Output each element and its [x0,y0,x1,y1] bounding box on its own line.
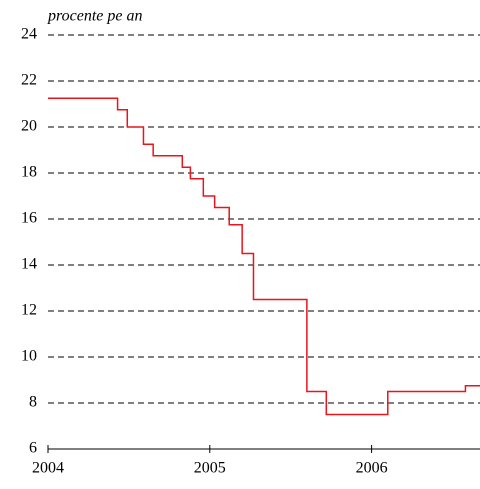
y-tick-label: 12 [21,302,37,319]
y-axis-label: procente pe an [47,8,142,25]
y-tick-label: 8 [29,394,37,411]
y-tick-label: 14 [21,256,37,273]
y-tick-label: 10 [21,348,37,365]
x-tick-label: 2006 [356,460,388,477]
y-tick-label: 16 [21,210,37,227]
y-tick-label: 18 [21,164,37,181]
step-line [48,97,480,416]
x-tick-label: 2004 [32,460,64,477]
y-tick-label: 24 [21,26,37,43]
x-tick-label: 2005 [194,460,226,477]
y-tick-label: 22 [21,72,37,89]
y-tick-label: 6 [29,440,37,457]
y-tick-label: 20 [21,118,37,135]
